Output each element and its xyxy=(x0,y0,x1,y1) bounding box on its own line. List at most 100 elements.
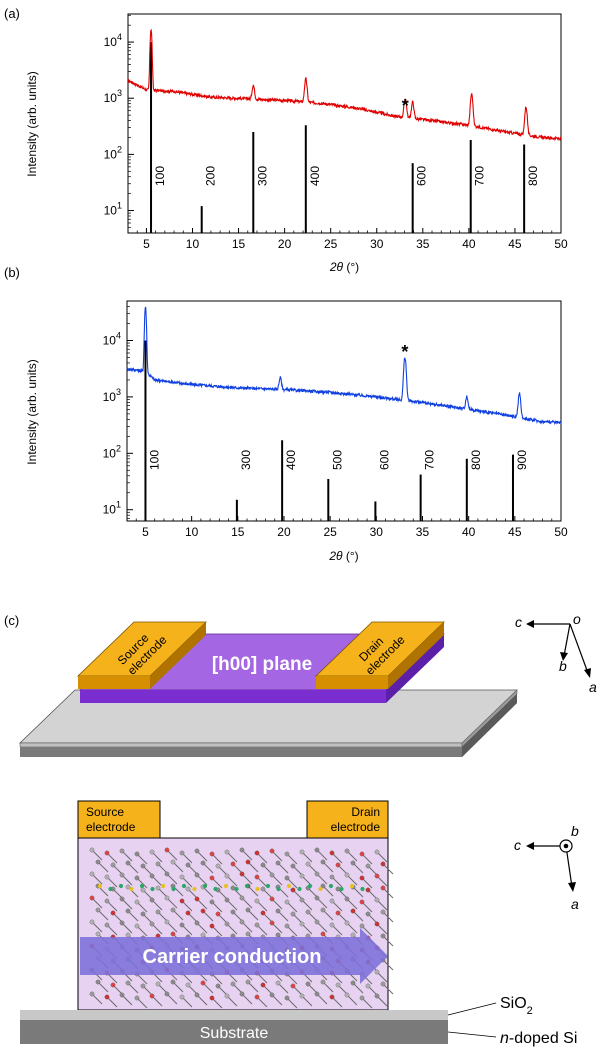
molecule-atom xyxy=(299,921,305,927)
molecule-atom xyxy=(179,898,185,904)
molecule-atom xyxy=(380,981,386,987)
molecule-bond xyxy=(277,982,289,994)
molecule-bond xyxy=(136,853,148,865)
molecule-atom xyxy=(245,979,251,985)
molecule-atom xyxy=(239,991,245,997)
molecule-bond xyxy=(211,853,223,865)
molecule-bond xyxy=(166,993,178,1005)
molecule-atom xyxy=(314,895,320,901)
y-tick-label: 102 xyxy=(104,144,122,161)
molecule-atom xyxy=(260,982,266,988)
molecule-bond xyxy=(316,849,328,861)
molecule-atom xyxy=(104,850,110,856)
y-tick-label: 104 xyxy=(104,32,122,49)
molecule-atom xyxy=(224,849,230,855)
molecule-bond xyxy=(256,900,268,912)
molecule-bond xyxy=(346,898,358,910)
x-tick-label: 40 xyxy=(462,525,476,539)
molecule-bond xyxy=(166,849,178,861)
molecule-bond xyxy=(136,901,148,913)
molecule-bond xyxy=(166,873,178,885)
molecule-bond xyxy=(202,910,214,922)
molecule-bond xyxy=(211,973,223,985)
molecule-bond xyxy=(271,994,283,1006)
molecule-atom xyxy=(155,861,161,867)
molecule-atom xyxy=(140,983,146,989)
chart-b: 5 10 15 20 25 30 35 40 45 50 101 102 103 104 Intensity… xyxy=(25,300,568,563)
molecule-atom xyxy=(305,909,311,915)
molecule-core-atom xyxy=(97,883,103,889)
sio2-label: SiO2 xyxy=(500,995,533,1017)
drain-electrode-side-label-line1: Drain xyxy=(351,805,380,819)
reference-hkl-label: 200 xyxy=(204,166,218,186)
molecule-atom xyxy=(89,871,95,877)
molecule-atom xyxy=(179,850,185,856)
molecule-bond xyxy=(331,900,343,912)
molecule-atom xyxy=(89,919,95,925)
molecule-atom xyxy=(224,897,230,903)
side-axis-b-label: b xyxy=(571,823,579,839)
molecule-bond xyxy=(301,899,313,911)
x-axis-title: 2θ (°) xyxy=(329,260,359,274)
molecule-atom xyxy=(380,909,386,915)
x-tick-label: 15 xyxy=(232,237,246,251)
molecule-bond xyxy=(91,897,103,909)
molecule-bond xyxy=(91,921,103,933)
molecule-bond xyxy=(211,901,223,913)
sio2-leader-line xyxy=(447,1002,497,1016)
top-substrate-si-side xyxy=(462,694,517,757)
source-electrode-front xyxy=(78,676,150,689)
y-tick-label: 104 xyxy=(103,330,121,347)
molecule-bond xyxy=(172,909,184,921)
molecule-bond xyxy=(331,876,343,888)
molecule-atom xyxy=(344,920,350,926)
molecule-atom xyxy=(254,922,260,928)
molecule-atom xyxy=(329,994,335,1000)
x-tick-label: 30 xyxy=(370,237,384,251)
molecule-atom xyxy=(209,923,215,929)
molecule-bond xyxy=(247,861,259,873)
reference-hkl-label: 300 xyxy=(239,450,253,470)
x-tick-label: 5 xyxy=(142,525,149,539)
molecule-bond xyxy=(121,994,133,1006)
molecule-bond xyxy=(301,923,313,935)
sio2-layer xyxy=(20,1010,448,1020)
molecule-bond xyxy=(211,997,223,1009)
molecule-bond xyxy=(196,850,208,862)
molecule-atom xyxy=(179,994,185,1000)
molecule-bond xyxy=(322,885,334,897)
molecule-atom xyxy=(269,920,275,926)
drain-electrode-side xyxy=(306,800,389,839)
molecule-bond xyxy=(127,982,139,994)
molecule-atom xyxy=(209,875,215,881)
molecule-bond xyxy=(151,923,163,935)
molecule-bond xyxy=(361,925,373,937)
crystal-region xyxy=(77,837,389,1011)
molecule-atom xyxy=(89,991,95,997)
molecule-atom xyxy=(125,884,131,890)
molecule-core-atom xyxy=(129,886,134,892)
molecule-bond xyxy=(172,861,184,873)
molecule-bond xyxy=(226,851,238,863)
axis-o-label: o xyxy=(573,611,581,627)
molecule-atom xyxy=(350,860,356,866)
molecule-core-atom xyxy=(202,883,208,889)
molecule-bond xyxy=(271,874,283,886)
molecule-atom xyxy=(209,851,215,857)
molecule-atom xyxy=(185,886,191,892)
molecule-core-atom xyxy=(213,886,218,892)
molecule-atom xyxy=(164,991,170,997)
molecule-bond xyxy=(346,850,358,862)
molecule-bond xyxy=(241,897,253,909)
molecule-atom xyxy=(380,933,386,939)
molecule-atom xyxy=(230,861,236,867)
axes-indicator-top: c o b a xyxy=(515,611,597,695)
molecule-bond xyxy=(106,924,118,936)
molecule-bond xyxy=(316,993,328,1005)
molecule-core-atom xyxy=(118,883,124,889)
top-substrate-front xyxy=(19,742,463,748)
y-tick-label: 102 xyxy=(103,443,121,460)
reference-hkl-label: 900 xyxy=(515,450,529,470)
molecule-atom xyxy=(320,859,326,865)
molecule-atom xyxy=(215,863,221,869)
